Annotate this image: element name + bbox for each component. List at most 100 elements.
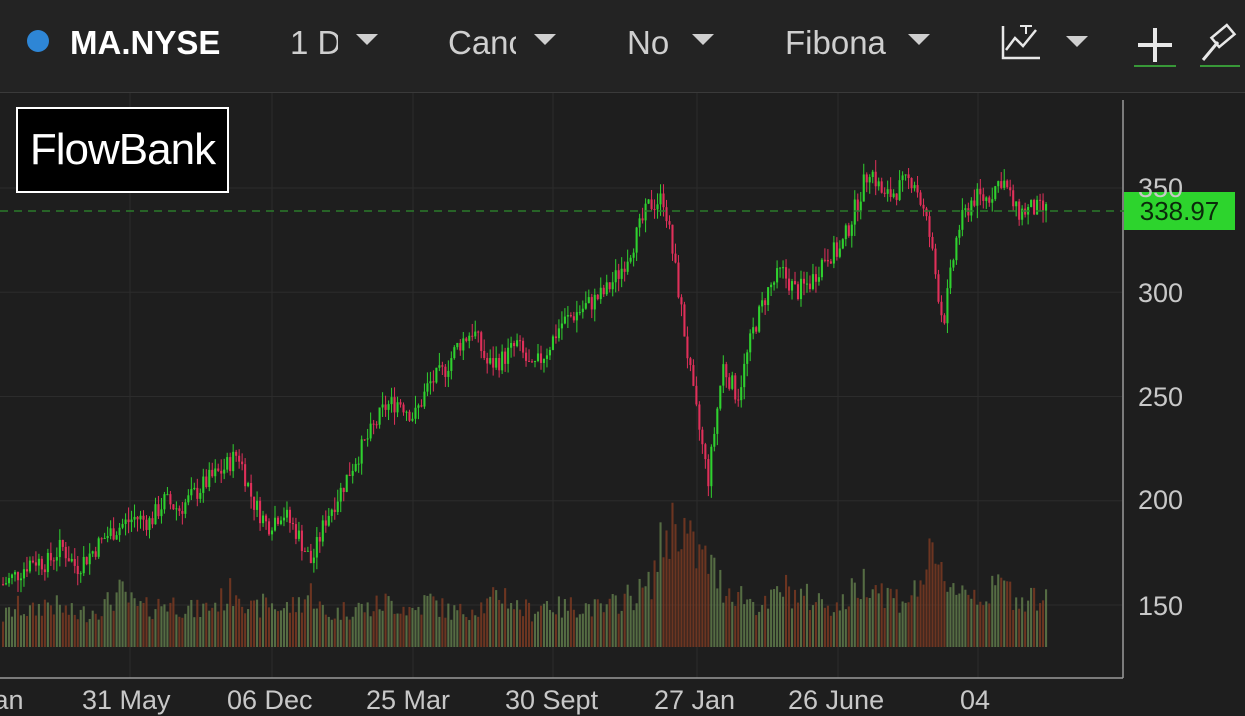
volume-bar xyxy=(525,599,528,647)
candle-body xyxy=(638,218,641,228)
volume-bar xyxy=(677,551,680,647)
candle-body xyxy=(1036,199,1039,215)
candle-body xyxy=(2,584,5,586)
volume-bar xyxy=(22,614,26,647)
volume-bar xyxy=(82,606,85,647)
volume-bar xyxy=(477,616,480,647)
volume-bar xyxy=(964,589,967,647)
candle-body xyxy=(318,537,321,542)
volume-bar xyxy=(46,602,49,647)
logo-text-part2: Bank xyxy=(118,125,216,174)
drawing-tool-chevron-down-icon[interactable] xyxy=(908,34,930,45)
volume-bar xyxy=(169,602,172,647)
candle-body xyxy=(235,451,238,456)
candle-body xyxy=(118,527,121,536)
volume-bar xyxy=(279,610,283,647)
volume-bar xyxy=(922,584,925,647)
chart-type-selector[interactable]: Canc xyxy=(448,24,516,61)
candle-body xyxy=(683,304,686,337)
volume-bar xyxy=(916,596,919,647)
x-tick-label: 26 June xyxy=(788,685,885,715)
volume-bar xyxy=(480,602,483,647)
candle-body xyxy=(1045,204,1048,211)
volume-bar xyxy=(417,606,420,647)
candle-body xyxy=(940,301,943,316)
volume-bar xyxy=(312,608,315,647)
candle-body xyxy=(214,468,217,477)
volume-bar xyxy=(764,595,767,647)
volume-bar xyxy=(489,596,492,647)
candle-body xyxy=(88,553,91,565)
indicator-chevron-down-icon[interactable] xyxy=(1066,36,1088,47)
compare-chevron-down-icon[interactable] xyxy=(692,34,714,45)
candle-body xyxy=(259,500,262,524)
volume-bar xyxy=(707,573,710,647)
candle-body xyxy=(779,267,782,269)
candle-body xyxy=(483,350,486,358)
candle-body xyxy=(886,189,889,194)
volume-bar xyxy=(940,561,943,647)
candle-body xyxy=(871,171,874,178)
candle-body xyxy=(710,446,713,487)
volume-bar xyxy=(814,602,817,647)
candle-body xyxy=(40,558,43,570)
volume-bar xyxy=(483,613,486,647)
chart-type-chevron-down-icon[interactable] xyxy=(534,34,556,45)
candle-body xyxy=(262,515,265,524)
volume-bar xyxy=(820,599,823,647)
candle-body xyxy=(414,407,417,419)
candle-body xyxy=(650,199,653,210)
symbol-label[interactable]: MA.NYSE xyxy=(70,24,221,61)
candle-body xyxy=(142,515,145,520)
candle-body xyxy=(835,242,838,257)
volume-bar xyxy=(668,558,671,647)
volume-bar xyxy=(835,602,838,647)
volume-bar xyxy=(205,602,208,647)
candle-body xyxy=(689,358,692,366)
volume-bar xyxy=(527,602,531,647)
candle-body xyxy=(229,457,232,472)
drawing-tool-selector[interactable]: Fibona xyxy=(785,24,886,61)
volume-bar xyxy=(270,603,274,647)
plus-icon[interactable] xyxy=(1134,28,1176,67)
candle-body xyxy=(698,404,701,430)
volume-bar xyxy=(785,574,788,647)
candle-body xyxy=(910,178,913,189)
candle-body xyxy=(193,487,196,490)
volume-bar xyxy=(793,589,797,647)
line-chart-icon[interactable] xyxy=(1001,25,1040,60)
candle-body xyxy=(635,227,638,253)
candle-body xyxy=(462,338,465,351)
volume-bar xyxy=(124,591,127,647)
volume-bar xyxy=(1039,603,1042,647)
hammer-icon[interactable] xyxy=(1200,23,1240,67)
volume-bar xyxy=(306,595,309,647)
compare-selector[interactable]: No xyxy=(627,24,670,61)
candle-body xyxy=(282,517,286,521)
candle-body xyxy=(28,560,31,572)
volume-bar xyxy=(91,610,94,647)
volume-bar xyxy=(1000,577,1003,647)
volume-bar xyxy=(157,598,160,647)
volume-bar xyxy=(387,596,390,647)
candle-body xyxy=(701,429,704,445)
interval-selector[interactable]: 1 D xyxy=(290,24,338,61)
volume-bar xyxy=(1018,608,1021,647)
x-tick-label: 25 Mar xyxy=(366,685,451,715)
interval-chevron-down-icon[interactable] xyxy=(356,34,378,45)
candle-body xyxy=(988,197,991,203)
candle-body xyxy=(743,363,746,388)
candle-body xyxy=(1015,201,1018,207)
candle-body xyxy=(826,259,829,262)
volume-bar xyxy=(238,598,241,647)
volume-bar xyxy=(638,578,641,647)
y-tick-label: 150 xyxy=(1138,591,1184,621)
candle-body xyxy=(465,338,468,341)
volume-bar xyxy=(109,604,112,647)
volume-bar xyxy=(288,612,291,647)
volume-bar xyxy=(545,601,549,647)
candle-body xyxy=(575,312,578,321)
candle-body xyxy=(112,528,115,540)
volume-bar xyxy=(602,612,605,647)
candle-body xyxy=(480,332,483,351)
